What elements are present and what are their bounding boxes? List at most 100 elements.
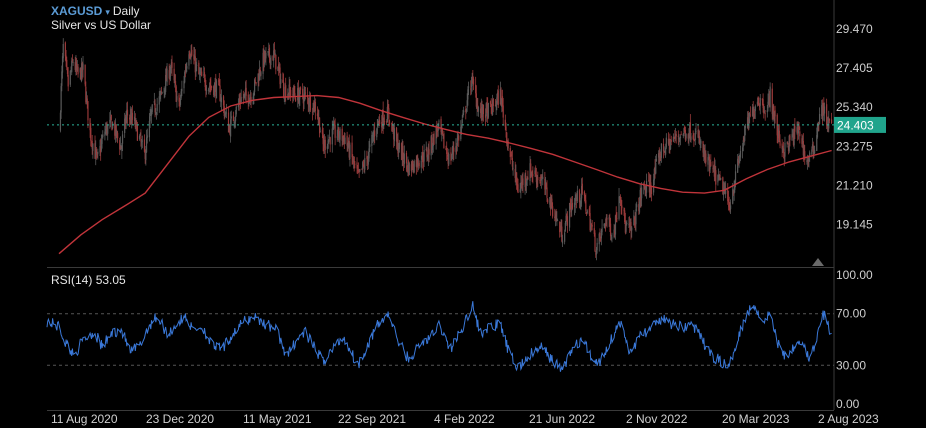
candle-body (422, 153, 424, 163)
candle-body (377, 121, 379, 123)
candle-body (751, 107, 754, 117)
candle-body (401, 146, 403, 159)
candle-body (664, 150, 666, 153)
candle-body (60, 86, 62, 113)
candle-body (347, 140, 350, 147)
candle-body (585, 212, 588, 214)
candle-body (658, 152, 660, 163)
candle-body (540, 181, 542, 183)
candle-body (497, 90, 499, 106)
rsi-legend-value: 53.05 (95, 273, 126, 287)
candle-body (630, 222, 632, 232)
candle-body (470, 84, 473, 88)
candle-body (761, 98, 763, 101)
candle-body (707, 157, 709, 165)
candle-body (559, 221, 561, 233)
candle-body (208, 88, 210, 92)
candle-body (168, 70, 170, 79)
symbol-label[interactable]: XAGUSD (51, 4, 103, 18)
candle-body (787, 146, 790, 151)
candle-body (727, 189, 729, 202)
candle-body (589, 213, 591, 231)
candle-body (481, 106, 483, 118)
candle-body (339, 129, 341, 140)
candle-body (816, 135, 818, 152)
candle-body (793, 127, 795, 146)
candle-body (816, 123, 819, 138)
candle-body (149, 116, 151, 122)
candle-body (595, 253, 597, 255)
candle-body (432, 133, 434, 147)
candle-body (643, 186, 646, 190)
candle-body (606, 218, 608, 220)
timeframe-label[interactable]: Daily (112, 4, 140, 18)
candle-body (445, 148, 447, 150)
symbol-dropdown-icon[interactable]: ▾ (105, 7, 110, 17)
candle-body (239, 100, 242, 103)
candle-body (446, 154, 449, 157)
candle-body (312, 102, 314, 112)
candle-body (304, 92, 307, 94)
candle-body (777, 133, 779, 139)
candle-body (546, 187, 548, 198)
candle-body (59, 112, 62, 131)
candle-body (420, 160, 422, 168)
candle-body (782, 147, 784, 152)
candle-body (813, 151, 815, 154)
candle-body (288, 84, 290, 98)
candle-body (87, 101, 89, 121)
candle-body (244, 89, 247, 95)
last-price-label: 24.403 (837, 118, 874, 132)
candle-body (541, 176, 543, 179)
candle-body (124, 118, 126, 134)
candle-body (600, 236, 602, 238)
time-tick-label: 11 May 2021 (243, 412, 312, 426)
candle-body (357, 170, 359, 171)
candle-body (70, 70, 72, 71)
candle-body (525, 181, 528, 186)
candle-body (723, 188, 725, 190)
candle-body (737, 158, 739, 173)
candle-body (544, 178, 546, 190)
candle-body (144, 151, 146, 159)
candle-body (682, 133, 684, 136)
candle-body (159, 93, 161, 95)
candle-body (576, 199, 578, 201)
candle-body (362, 162, 364, 169)
candle-body (446, 148, 448, 155)
candle-body (109, 119, 111, 123)
candle-body (257, 73, 259, 84)
candle-body (85, 86, 87, 103)
candle-body (496, 97, 498, 104)
candle-body (749, 112, 751, 117)
candle-body (165, 73, 167, 81)
candle-body (629, 222, 631, 226)
candle-body (239, 99, 241, 103)
candle-body (130, 115, 132, 124)
candle-body (465, 108, 468, 112)
candle-body (631, 227, 633, 231)
candle-body (773, 111, 775, 121)
time-tick-label: 4 Feb 2022 (434, 412, 495, 426)
candle-body (665, 147, 667, 155)
candle-body (594, 232, 596, 252)
candle-body (657, 153, 660, 158)
candle-body (311, 111, 314, 113)
candle-body (448, 153, 450, 165)
symbol-header[interactable]: XAGUSD ▾ Daily (51, 4, 140, 19)
candle-body (596, 242, 598, 251)
candle-body (358, 169, 360, 173)
candle-body (328, 136, 331, 139)
candle-body (505, 126, 507, 132)
candle-body (628, 224, 630, 225)
candle-body (214, 83, 216, 86)
candle-body (352, 159, 355, 162)
candle-body (712, 168, 714, 170)
candle-body (61, 56, 64, 73)
candle-body (662, 143, 665, 152)
candle-body (638, 203, 640, 211)
candle-body (534, 170, 536, 175)
candle-body (396, 140, 398, 143)
candle-body (94, 143, 96, 159)
